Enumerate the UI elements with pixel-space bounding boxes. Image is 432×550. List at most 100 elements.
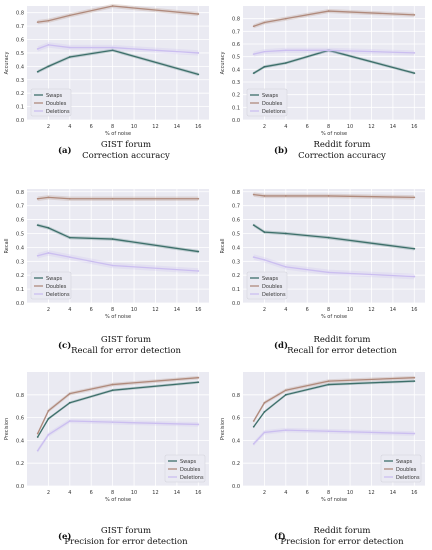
data-point-swaps xyxy=(263,411,266,413)
y-tick-label: 0.0 xyxy=(232,301,240,307)
data-point-deletions xyxy=(36,449,39,452)
x-tick-label: 2 xyxy=(47,307,50,313)
legend-label-deletions: Deletions xyxy=(180,475,204,481)
data-point-doubles xyxy=(413,196,416,199)
x-tick-label: 10 xyxy=(131,490,137,496)
panel-caption: Reddit forum Recall for error detection xyxy=(272,335,412,357)
data-point-doubles xyxy=(284,195,287,197)
caption-line: Precision for error detection xyxy=(280,537,404,547)
x-axis-label: % of noise xyxy=(105,131,131,137)
x-tick-label: 4 xyxy=(68,490,71,496)
data-point-swaps xyxy=(284,232,287,235)
data-point-swaps xyxy=(47,65,50,68)
x-tick-label: 14 xyxy=(390,490,396,496)
panel-letter: (b) xyxy=(274,146,288,156)
y-tick-label: 0.6 xyxy=(232,218,240,224)
y-tick-label: 0.6 xyxy=(16,38,24,44)
legend-label-doubles: Doubles xyxy=(396,467,417,473)
data-point-swaps xyxy=(47,227,50,229)
x-tick-label: 6 xyxy=(90,124,93,130)
legend-label-swaps: Swaps xyxy=(46,93,63,99)
y-tick-label: 0.5 xyxy=(232,55,240,61)
x-axis-label: % of noise xyxy=(321,314,347,320)
legend-label-swaps: Swaps xyxy=(46,276,63,282)
y-tick-label: 0.0 xyxy=(16,484,24,490)
y-tick-label: 0.2 xyxy=(232,461,240,467)
data-point-swaps xyxy=(413,247,416,250)
x-tick-label: 2 xyxy=(47,490,50,496)
series-band-doubles xyxy=(37,375,199,436)
data-point-swaps xyxy=(252,425,255,428)
legend-label-deletions: Deletions xyxy=(262,109,286,115)
data-point-deletions xyxy=(36,254,39,257)
panel-reddit-recall: 0.0 0.1 0.2 0.3 0.4 0.5 0.6 0.7 0.8 2 4 6 8 10 12 14 16%… xyxy=(216,183,432,366)
y-tick-label: 0.0 xyxy=(232,484,240,490)
chart-reddit-correction-accuracy: 0.0 0.1 0.2 0.3 0.4 0.5 0.6 0.7 0.8 2 4 6 8 10 12 14 16%… xyxy=(220,6,425,137)
data-point-deletions xyxy=(197,270,200,272)
series-band-doubles xyxy=(253,9,415,29)
legend-label-deletions: Deletions xyxy=(396,475,420,481)
data-point-doubles xyxy=(36,197,39,200)
data-point-deletions xyxy=(413,51,416,54)
x-tick-label: 10 xyxy=(131,124,137,130)
data-point-doubles xyxy=(252,193,255,196)
series-band-doubles xyxy=(253,375,415,423)
legend-label-deletions: Deletions xyxy=(262,292,286,298)
data-point-doubles xyxy=(327,380,330,383)
y-tick-label: 0.6 xyxy=(232,416,240,422)
panel-caption: Reddit forum Precision for error detecti… xyxy=(272,526,412,548)
data-point-doubles xyxy=(197,13,200,15)
data-point-deletions xyxy=(111,46,114,49)
chart-reddit-recall: 0.0 0.1 0.2 0.3 0.4 0.5 0.6 0.7 0.8 2 4 6 8 10 12 14 16%… xyxy=(220,189,425,320)
data-point-swaps xyxy=(197,73,200,76)
data-point-deletions xyxy=(263,50,266,53)
data-point-deletions xyxy=(327,430,330,433)
panel-letter: (a) xyxy=(58,146,72,156)
data-point-deletions xyxy=(47,43,50,46)
chart-reddit-precision: 0.0 0.2 0.4 0.6 0.8 2 4 6 8 10 12 14 16 % of noise Pre… xyxy=(220,372,425,503)
y-axis-label: Recall xyxy=(220,239,226,254)
y-tick-label: 0.1 xyxy=(16,287,24,293)
chart-gist-correction-accuracy: 0.0 0.1 0.2 0.3 0.4 0.5 0.6 0.7 0.8 2 4 6 8 10 12 14 16%… xyxy=(4,3,209,137)
x-tick-label: 6 xyxy=(90,307,93,313)
y-tick-label: 0.5 xyxy=(16,51,24,57)
data-point-doubles xyxy=(36,432,39,435)
x-tick-label: 4 xyxy=(284,124,287,130)
y-tick-label: 0.8 xyxy=(232,393,240,399)
panel-gist-recall: 0.0 0.1 0.2 0.3 0.4 0.5 0.6 0.7 0.8 2 4 6 8 10 12 14 16%… xyxy=(0,183,216,366)
y-axis-label: Precision xyxy=(4,418,10,440)
data-point-doubles xyxy=(36,21,39,23)
data-point-doubles xyxy=(47,409,50,412)
y-axis-label: Accuracy xyxy=(4,52,10,75)
data-point-swaps xyxy=(327,383,330,386)
y-axis-label: Precision xyxy=(220,418,226,440)
x-tick-label: 12 xyxy=(152,124,158,130)
x-tick-label: 16 xyxy=(195,490,201,496)
x-tick-label: 4 xyxy=(68,307,71,313)
legend-box xyxy=(246,271,288,300)
legend-label-doubles: Doubles xyxy=(262,284,283,290)
y-tick-label: 0.8 xyxy=(232,190,240,196)
y-axis-label: Accuracy xyxy=(220,52,226,75)
y-tick-label: 0.8 xyxy=(232,17,240,23)
panel-caption: Reddit forum Correction accuracy xyxy=(272,140,412,162)
y-tick-label: 0.1 xyxy=(232,287,240,293)
data-point-doubles xyxy=(47,19,50,22)
x-tick-label: 4 xyxy=(284,307,287,313)
data-point-doubles xyxy=(68,14,71,17)
panel-letter: (d) xyxy=(274,341,288,351)
data-point-deletions xyxy=(252,53,255,56)
caption-line: GIST forum xyxy=(100,140,152,150)
data-point-doubles xyxy=(111,197,114,200)
data-point-deletions xyxy=(36,48,39,50)
data-point-deletions xyxy=(252,256,255,259)
panel-reddit-precision: 0.0 0.2 0.4 0.6 0.8 2 4 6 8 10 12 14 16 % of noise Pre… xyxy=(216,366,432,549)
data-point-doubles xyxy=(68,392,71,395)
x-tick-label: 10 xyxy=(131,307,137,313)
data-point-doubles xyxy=(252,420,255,422)
series-band-swaps xyxy=(253,379,415,429)
panel-caption: GIST forum Correction accuracy xyxy=(56,140,196,162)
y-tick-label: 0.0 xyxy=(16,301,24,307)
data-point-deletions xyxy=(47,433,50,436)
y-tick-label: 0.8 xyxy=(16,190,24,196)
